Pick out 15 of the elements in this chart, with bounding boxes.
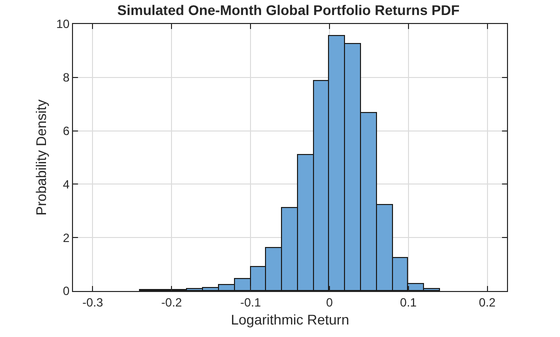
- y-axis-title: Probability Density: [32, 100, 49, 216]
- y-tick-label: 10: [56, 17, 70, 32]
- y-tick-label: 4: [62, 177, 70, 192]
- x-tick-label: -0.3: [82, 295, 104, 310]
- x-tick-label: -0.1: [240, 295, 262, 310]
- chart-title: Simulated One-Month Global Portfolio Returns PDF: [117, 2, 460, 18]
- y-tick-label: 0: [62, 284, 70, 298]
- x-tick-label: -0.2: [161, 295, 182, 310]
- x-tick-label: 0: [326, 295, 334, 310]
- y-tick-label: 2: [62, 230, 70, 245]
- y-tick-label: 6: [62, 124, 70, 138]
- y-tick-label: 8: [62, 70, 70, 85]
- x-tick-label: 0.1: [400, 295, 418, 310]
- x-tick-label: 0.2: [478, 295, 496, 310]
- x-axis-title: Logarithmic Return: [230, 312, 350, 328]
